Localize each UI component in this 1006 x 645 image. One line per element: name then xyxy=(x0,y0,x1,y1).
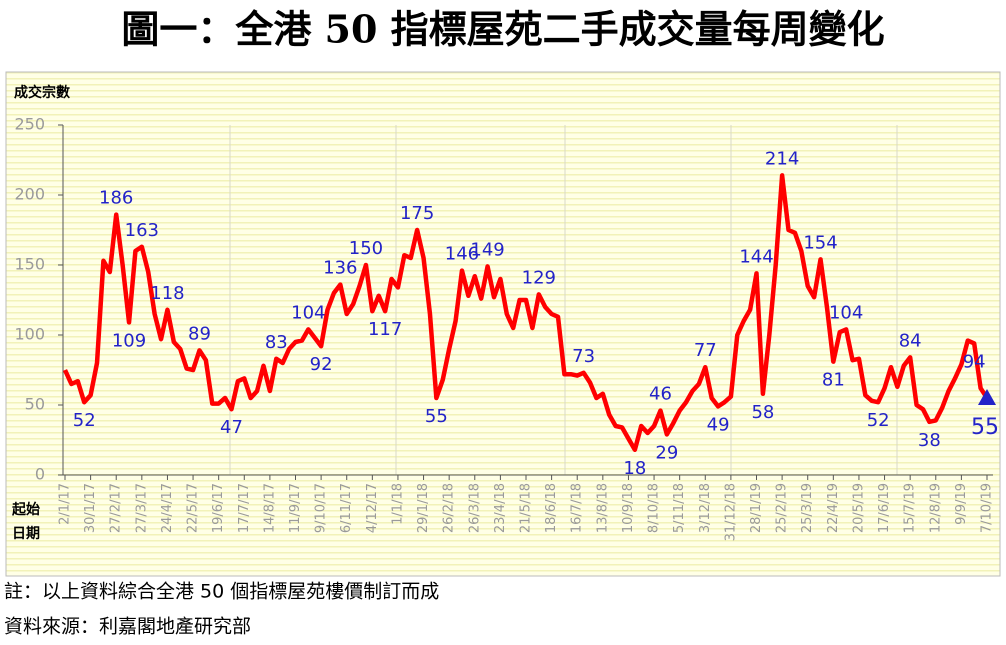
x-tick-label: 6/11/17 xyxy=(339,483,354,533)
x-tick-label: 8/10/18 xyxy=(647,483,662,533)
data-label: 129 xyxy=(522,267,556,288)
data-label: 84 xyxy=(899,330,922,351)
data-label: 83 xyxy=(265,332,288,353)
x-tick-label: 20/5/19 xyxy=(851,483,866,533)
x-tick-label: 9/9/19 xyxy=(954,483,969,525)
x-tick-label: 9/10/17 xyxy=(314,483,329,533)
data-label: 118 xyxy=(150,283,184,304)
note: 註：以上資料綜合全港 50 個指標屋苑樓價制訂而成 xyxy=(4,581,439,603)
x-tick-label: 26/2/18 xyxy=(442,483,457,533)
x-tick-label: 17/7/17 xyxy=(237,483,252,533)
y-tick-label: 150 xyxy=(14,255,45,274)
data-label: 92 xyxy=(310,354,333,375)
x-tick-label: 18/6/18 xyxy=(544,483,559,533)
x-tick-label: 25/2/19 xyxy=(775,483,790,533)
x-tick-label: 29/1/18 xyxy=(416,483,431,533)
data-label: 136 xyxy=(323,258,357,279)
data-label: 52 xyxy=(73,410,96,431)
x-tick-label: 25/3/19 xyxy=(800,483,815,533)
x-tick-label: 22/4/19 xyxy=(826,483,841,533)
y-tick-label: 250 xyxy=(14,115,45,134)
data-label: 29 xyxy=(655,442,678,463)
x-tick-label: 4/12/17 xyxy=(365,483,380,533)
data-label: 77 xyxy=(694,340,717,361)
data-label: 163 xyxy=(125,220,159,241)
y-axis-title: 成交宗數 xyxy=(14,84,70,101)
x-tick-label: 31/12/18 xyxy=(723,483,738,541)
x-tick-label: 5/11/18 xyxy=(672,483,687,533)
y-tick-label: 0 xyxy=(35,465,45,484)
data-label: 214 xyxy=(765,148,799,169)
data-label: 154 xyxy=(803,232,837,253)
y-tick-label: 100 xyxy=(14,325,45,344)
x-tick-label: 12/8/19 xyxy=(928,483,943,533)
data-label: 47 xyxy=(220,417,243,438)
data-label: 46 xyxy=(649,384,672,405)
data-label: 55 xyxy=(425,406,448,427)
x-tick-label: 27/3/17 xyxy=(134,483,149,533)
data-label: 104 xyxy=(291,302,325,323)
x-tick-label: 24/4/17 xyxy=(160,483,175,533)
data-label: 144 xyxy=(739,246,773,267)
x-tick-label: 13/8/18 xyxy=(595,483,610,533)
data-label: 175 xyxy=(400,203,434,224)
y-tick-label: 200 xyxy=(14,185,45,204)
x-tick-label: 7/10/19 xyxy=(980,483,995,533)
data-label: 117 xyxy=(368,319,402,340)
data-label: 109 xyxy=(112,330,146,351)
x-tick-label: 3/12/18 xyxy=(698,483,713,533)
x-axis-title: 日期 xyxy=(12,526,40,542)
x-axis-title: 起始 xyxy=(11,501,40,518)
data-label: 58 xyxy=(751,402,774,423)
data-label: 89 xyxy=(188,323,211,344)
x-tick-label: 23/4/18 xyxy=(493,483,508,533)
data-label: 186 xyxy=(99,188,133,209)
x-tick-label: 11/9/17 xyxy=(288,483,303,533)
x-tick-label: 28/1/19 xyxy=(749,483,764,533)
x-tick-label: 19/6/17 xyxy=(211,483,226,533)
source: 資料來源：利嘉閣地產研究部 xyxy=(4,616,251,638)
data-label: 81 xyxy=(822,370,845,391)
x-tick-label: 21/5/18 xyxy=(519,483,534,533)
x-tick-label: 16/7/18 xyxy=(570,483,585,533)
x-tick-label: 10/9/18 xyxy=(621,483,636,533)
data-label: 52 xyxy=(867,410,890,431)
x-tick-label: 17/6/19 xyxy=(877,483,892,533)
x-tick-label: 1/1/18 xyxy=(390,483,405,525)
data-label: 18 xyxy=(623,458,646,479)
data-label: 149 xyxy=(470,239,504,260)
data-label: 38 xyxy=(918,430,941,451)
period-separators xyxy=(229,125,898,475)
x-tick-label: 2/1/17 xyxy=(58,483,73,525)
data-label: 146 xyxy=(445,244,479,265)
x-tick-label: 22/5/17 xyxy=(186,483,201,533)
last-point-marker xyxy=(978,389,996,405)
x-tick-label: 27/2/17 xyxy=(109,483,124,533)
x-tick-label: 14/8/17 xyxy=(262,483,277,533)
line-series xyxy=(62,173,989,453)
chart-title: 圖一：全港 50 指標屋苑二手成交量每周變化 xyxy=(121,7,884,52)
x-tick-label: 15/7/19 xyxy=(903,483,918,533)
data-label: 94 xyxy=(963,351,986,372)
data-label: 73 xyxy=(572,346,595,367)
y-tick-label: 50 xyxy=(25,395,45,414)
x-tick-label: 30/1/17 xyxy=(83,483,98,533)
x-tick-label: 26/3/18 xyxy=(467,483,482,533)
data-label: 55 xyxy=(971,415,999,440)
data-label: 49 xyxy=(707,414,730,435)
data-label: 104 xyxy=(829,302,863,323)
data-label: 150 xyxy=(349,238,383,259)
